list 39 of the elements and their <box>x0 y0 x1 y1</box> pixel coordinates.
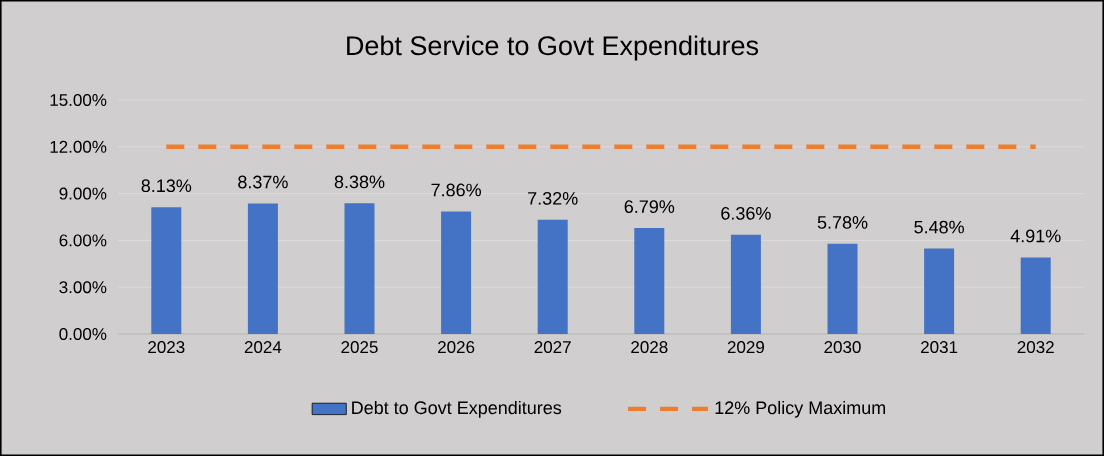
x-tick-label: 2026 <box>438 341 475 354</box>
data-label: 6.79% <box>624 200 675 214</box>
y-tick-label: 6.00% <box>59 234 107 247</box>
data-label: 8.37% <box>238 175 288 189</box>
x-tick-label: 2031 <box>921 341 958 354</box>
data-label: 7.86% <box>431 183 481 197</box>
bar <box>827 243 858 334</box>
legend-label: Debt to Govt Expenditures <box>352 400 562 418</box>
chart-title: Debt Service to Govt Expenditures <box>347 35 759 61</box>
data-label: 4.91% <box>1010 229 1061 243</box>
data-label: 8.38% <box>334 175 385 189</box>
bar <box>1020 257 1051 334</box>
data-label: 8.13% <box>141 179 192 193</box>
bar <box>441 211 472 334</box>
bar <box>924 248 955 334</box>
bar <box>537 219 568 334</box>
data-label: 6.36% <box>721 206 771 220</box>
x-tick-label: 2032 <box>1017 341 1054 354</box>
data-label: 7.32% <box>528 191 578 205</box>
bar <box>151 207 182 334</box>
y-tick-label: 0.00% <box>59 328 107 341</box>
x-tick-label: 2028 <box>631 341 668 354</box>
x-tick-label: 2029 <box>727 341 765 354</box>
x-tick-label: 2027 <box>534 341 571 354</box>
data-label: 5.48% <box>914 220 964 234</box>
legend-label: 12% Policy Maximum <box>715 400 886 418</box>
y-tick-label: 12.00% <box>50 140 107 153</box>
x-tick-label: 2024 <box>244 341 282 354</box>
y-tick-label: 9.00% <box>59 187 107 200</box>
bar <box>730 234 761 334</box>
y-tick-label: 3.00% <box>59 281 107 294</box>
bar <box>634 228 665 334</box>
data-label: 5.78% <box>817 216 868 229</box>
bar <box>247 203 278 334</box>
x-tick-label: 2023 <box>148 341 185 354</box>
y-tick-label: 15.00% <box>50 94 107 107</box>
x-tick-label: 2030 <box>824 341 861 354</box>
x-tick-label: 2025 <box>341 341 378 354</box>
bar <box>344 203 375 334</box>
